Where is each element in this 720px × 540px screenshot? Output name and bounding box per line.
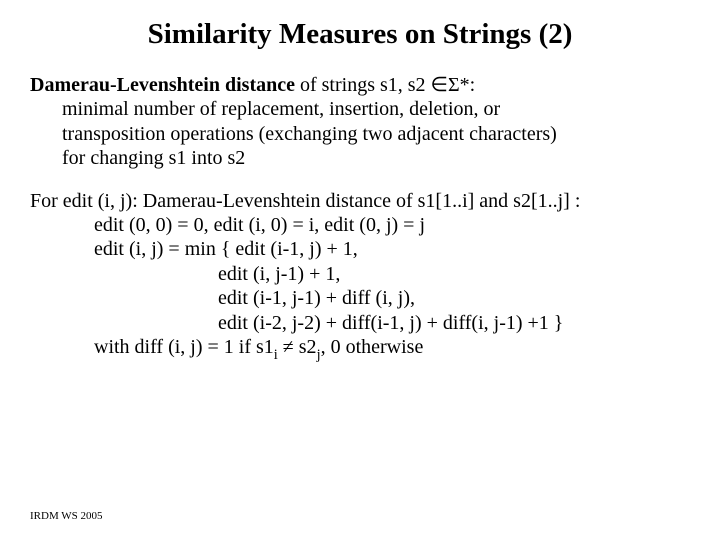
term-name: Damerau-Levenshtein distance — [30, 74, 295, 96]
slide-title: Similarity Measures on Strings (2) — [30, 18, 690, 51]
diff-sub-i: i — [274, 347, 278, 363]
diff-text-a: with diff (i, j) = 1 if s1 — [94, 336, 274, 358]
slide-container: Similarity Measures on Strings (2) Damer… — [0, 0, 720, 540]
formula-line-3: edit (i, j) = min { edit (i-1, j) + 1, — [30, 237, 690, 261]
diff-text-e: , 0 otherwise — [321, 336, 424, 358]
formula-line-2: edit (0, 0) = 0, edit (i, 0) = i, edit (… — [30, 213, 690, 237]
term-rest: of strings s1, s2 ∈Σ*: — [295, 74, 475, 96]
def-line-1: Damerau-Levenshtein distance of strings … — [30, 73, 690, 97]
formula-line-1: For edit (i, j): Damerau-Levenshtein dis… — [30, 189, 690, 213]
footer-text: IRDM WS 2005 — [30, 510, 103, 522]
def-line-2: minimal number of replacement, insertion… — [30, 97, 690, 121]
def-line-3: transposition operations (exchanging two… — [30, 122, 690, 146]
def-line-4: for changing s1 into s2 — [30, 146, 690, 170]
formula-line-7: with diff (i, j) = 1 if s1i ≠ s2j, 0 oth… — [30, 335, 690, 364]
diff-sub-j: j — [317, 347, 321, 363]
paragraph-formula: For edit (i, j): Damerau-Levenshtein dis… — [30, 189, 690, 364]
formula-line-4: edit (i, j-1) + 1, — [30, 262, 690, 286]
formula-line-6: edit (i-2, j-2) + diff(i-1, j) + diff(i,… — [30, 311, 690, 335]
formula-line-5: edit (i-1, j-1) + diff (i, j), — [30, 286, 690, 310]
paragraph-definition: Damerau-Levenshtein distance of strings … — [30, 73, 690, 171]
diff-text-c: ≠ s2 — [278, 336, 317, 358]
